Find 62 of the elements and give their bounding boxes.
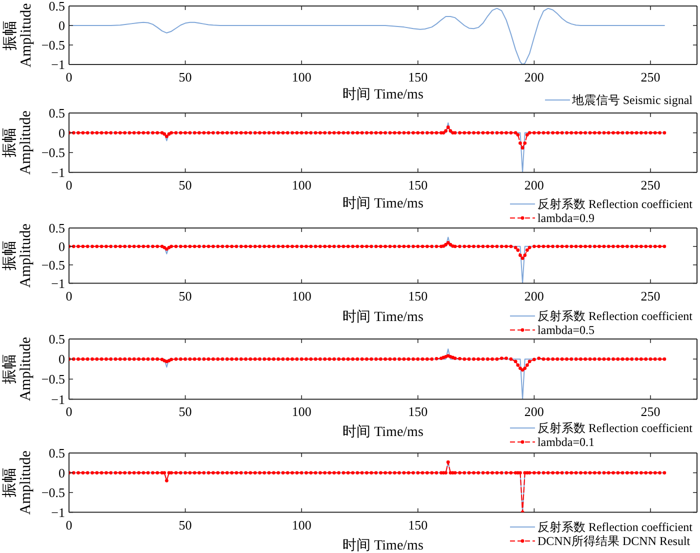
x-axis-title: 时间 Time/ms <box>342 424 424 440</box>
x-tick-label: 100 <box>292 517 312 532</box>
x-tick-label: 100 <box>292 288 312 303</box>
legend-label: 反射系数 Reflection coefficient <box>537 196 692 211</box>
x-tick-label: 200 <box>524 176 544 192</box>
legend-label: DCNN所得结果 DCNN Result <box>537 534 690 548</box>
y-tick-label: −0.5 <box>41 257 65 272</box>
x-axis-title: 时间 Time/ms <box>342 194 424 211</box>
x-tick-label: 200 <box>524 288 544 303</box>
legend-label: 地震信号 Seismic signal <box>572 93 692 107</box>
x-tick-label: 150 <box>408 69 428 84</box>
x-tick-label: 250 <box>640 404 660 419</box>
y-tick-label: −1 <box>51 56 65 72</box>
x-tick-label: 50 <box>178 69 192 84</box>
y-axis-title: 振幅 Amplitude <box>1 336 34 401</box>
y-axis-title: 振幅 Amplitude <box>1 2 34 67</box>
y-tick-label: 0.5 <box>48 331 65 346</box>
x-tick-label: 50 <box>178 517 192 532</box>
y-tick-label: 0 <box>58 238 65 254</box>
y-axis-title: 振幅 Amplitude <box>1 110 34 174</box>
x-tick-label: 50 <box>178 288 192 303</box>
legend-label: lambda=0.9 <box>537 210 595 225</box>
y-tick-label: −1 <box>51 504 65 520</box>
x-axis-title: 时间 Time/ms <box>342 538 424 553</box>
x-tick-label: 100 <box>292 404 312 419</box>
y-axis-title: 振幅 Amplitude <box>1 450 34 515</box>
x-tick-label: 150 <box>408 517 428 532</box>
x-axis-title: 时间 Time/ms <box>342 308 424 325</box>
y-tick-label: 0.5 <box>48 105 65 120</box>
x-tick-label: 150 <box>408 176 428 192</box>
y-tick-label: 0 <box>58 18 65 33</box>
x-tick-label: 200 <box>524 404 544 419</box>
y-tick-label: −1 <box>51 276 65 291</box>
x-tick-label: 200 <box>524 69 544 84</box>
y-tick-label: 0.5 <box>48 220 65 236</box>
legend-label: 反射系数 Reflection coefficient <box>537 520 692 534</box>
y-tick-label: −0.5 <box>41 371 65 386</box>
legend-label: 反射系数 Reflection coefficient <box>537 421 692 436</box>
x-axis-title: 时间 Time/ms <box>342 86 424 102</box>
legend-label: 反射系数 Reflection coefficient <box>537 308 692 323</box>
y-tick-label: −1 <box>51 164 65 180</box>
y-tick-label: 0 <box>58 351 65 366</box>
y-tick-label: 0 <box>58 465 65 480</box>
y-tick-label: −0.5 <box>41 37 65 52</box>
x-tick-label: 150 <box>408 404 428 419</box>
x-tick-label: 100 <box>292 69 312 84</box>
x-tick-label: 50 <box>178 176 192 192</box>
y-tick-label: −0.5 <box>41 485 65 500</box>
legend-label: lambda=0.5 <box>537 322 595 337</box>
y-tick-label: 0.5 <box>48 0 65 14</box>
y-tick-label: 0.5 <box>48 446 65 461</box>
y-tick-label: −1 <box>51 391 65 406</box>
x-tick-label: 250 <box>640 176 660 192</box>
y-axis-title: 振幅 Amplitude <box>1 222 34 288</box>
legend-label: lambda=0.1 <box>537 435 595 450</box>
y-tick-label: 0 <box>58 124 65 140</box>
x-tick-label: 250 <box>640 288 660 303</box>
y-tick-label: −0.5 <box>41 144 65 160</box>
x-tick-label: 50 <box>178 404 192 419</box>
x-tick-label: 250 <box>640 69 660 84</box>
x-tick-label: 100 <box>292 176 312 192</box>
x-tick-label: 150 <box>408 288 428 303</box>
